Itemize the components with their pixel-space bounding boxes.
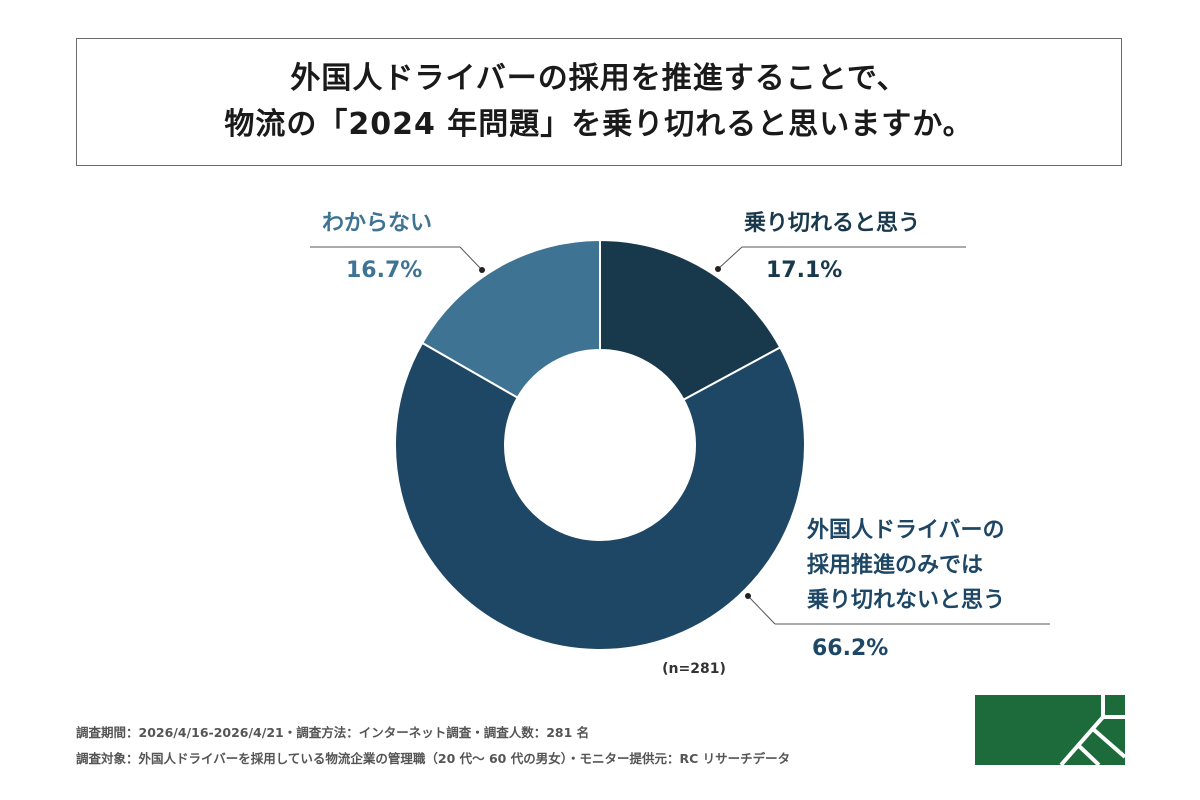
leader-dot-s0 — [715, 266, 721, 272]
leader-line-s0 — [717, 246, 743, 270]
title-line-1: 外国人ドライバーの採用を推進することで、 — [290, 61, 908, 96]
slice-value-s2: 16.7% — [346, 258, 423, 283]
slice-label-s2: わからない — [322, 211, 433, 236]
n-label: (n=281) — [662, 661, 726, 677]
leader-lines — [310, 246, 1050, 625]
slice-label-s1-line1: 外国人ドライバーの — [807, 518, 1005, 543]
logo-mark — [1059, 695, 1125, 765]
slice-label-s1-line2: 採用推進のみでは — [807, 553, 984, 578]
slice-label-s1-line3: 乗り切れないと思う — [807, 588, 1006, 613]
donut-slice-0 — [599, 238, 782, 402]
leader-line-s2 — [459, 246, 483, 271]
leader-dot-s1 — [745, 593, 751, 599]
slice-value-s0: 17.1% — [766, 258, 843, 283]
logo-background — [975, 695, 1125, 765]
title-box: 外国人ドライバーの採用を推進することで、 物流の「2024 年問題」を乗り切れる… — [76, 38, 1122, 166]
slice-value-s1: 66.2% — [812, 636, 889, 661]
footer-survey-info: 調査期間：2026/4/16-2026/4/21・調査方法：インターネット調査・… — [76, 725, 590, 740]
donut-slice-2 — [420, 238, 601, 400]
donut-slice-1 — [394, 341, 806, 651]
footer-survey-target: 調査対象：外国人ドライバーを採用している物流企業の管理職（20 代～ 60 代の… — [76, 751, 791, 766]
title-line-2: 物流の「2024 年問題」を乗り切れると思いますか。 — [224, 107, 974, 142]
slice-label-s0: 乗り切れると思う — [744, 211, 921, 236]
donut-slices — [394, 238, 806, 651]
leader-dot-s2 — [479, 267, 485, 273]
company-logo — [975, 695, 1125, 765]
leader-line-s1 — [747, 595, 776, 625]
